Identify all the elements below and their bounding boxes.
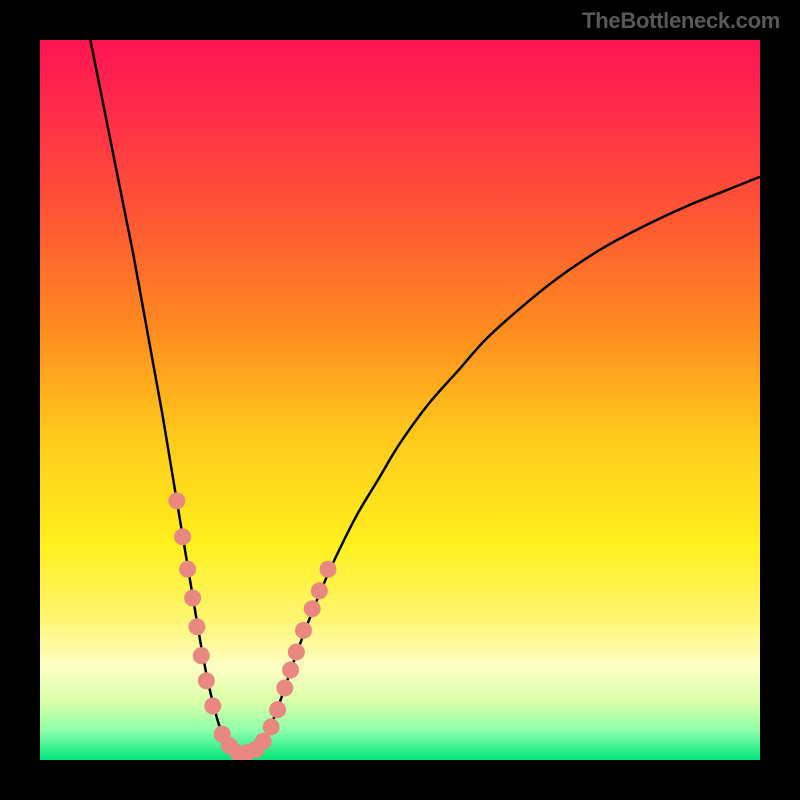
curve-marker <box>193 647 210 664</box>
curve-marker <box>188 618 205 635</box>
curve-marker <box>184 590 201 607</box>
curve-marker <box>269 701 286 718</box>
plot-background <box>40 40 760 760</box>
chart-container: TheBottleneck.com <box>0 0 800 800</box>
curve-marker <box>304 600 321 617</box>
curve-marker <box>276 680 293 697</box>
curve-marker <box>311 582 328 599</box>
curve-marker <box>255 733 272 750</box>
curve-marker <box>174 528 191 545</box>
curve-marker <box>179 561 196 578</box>
curve-marker <box>320 561 337 578</box>
curve-marker <box>295 622 312 639</box>
watermark-text: TheBottleneck.com <box>582 8 780 34</box>
curve-marker <box>263 718 280 735</box>
curve-marker <box>282 662 299 679</box>
curve-marker <box>204 698 221 715</box>
chart-svg <box>0 0 800 800</box>
curve-marker <box>168 492 185 509</box>
curve-marker <box>288 644 305 661</box>
curve-marker <box>198 672 215 689</box>
